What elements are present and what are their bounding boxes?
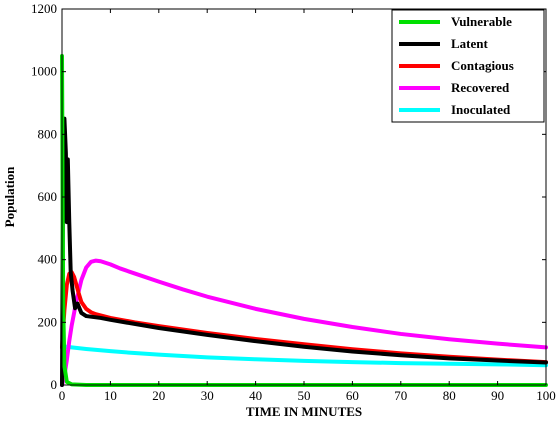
- legend-label-latent: Latent: [451, 36, 489, 51]
- y-tick-label: 800: [38, 126, 58, 141]
- y-tick-label: 200: [38, 314, 58, 329]
- legend-label-inoculated: Inoculated: [451, 102, 511, 117]
- x-tick-label: 80: [443, 388, 456, 403]
- y-tick-label: 600: [38, 189, 58, 204]
- legend-items: Vulnerable Latent Contagious Recovered Inocu…: [399, 14, 514, 117]
- y-tick-label: 400: [38, 252, 58, 267]
- x-axis-title: TIME IN MINUTES: [246, 404, 362, 419]
- ticks-layer: 0 10 20 30 40 50 60 70 80 90 100020040060080010001…: [31, 1, 556, 403]
- y-tick-label: 0: [51, 377, 58, 392]
- x-tick-label: 70: [394, 388, 407, 403]
- x-tick-label: 90: [491, 388, 504, 403]
- y-tick-label: 1000: [31, 64, 57, 79]
- x-tick-label: 20: [152, 388, 165, 403]
- x-tick-label: 50: [298, 388, 311, 403]
- legend: Vulnerable Latent Contagious Recovered Inocu…: [391, 9, 545, 123]
- legend-label-contagious: Contagious: [451, 58, 514, 73]
- x-tick-label: 100: [536, 388, 556, 403]
- y-axis-title: Population: [2, 166, 17, 227]
- x-tick-label: 60: [346, 388, 359, 403]
- legend-label-vulnerable: Vulnerable: [451, 14, 512, 29]
- x-tick-label: 0: [59, 388, 66, 403]
- y-tick-label: 1200: [31, 1, 57, 16]
- x-tick-label: 40: [249, 388, 262, 403]
- x-tick-label: 30: [201, 388, 214, 403]
- legend-label-recovered: Recovered: [451, 80, 510, 95]
- series-line-latent: [60, 116, 548, 387]
- series-line-inoculated: [60, 344, 548, 368]
- x-tick-label: 10: [104, 388, 117, 403]
- series-line-recovered: [60, 258, 548, 387]
